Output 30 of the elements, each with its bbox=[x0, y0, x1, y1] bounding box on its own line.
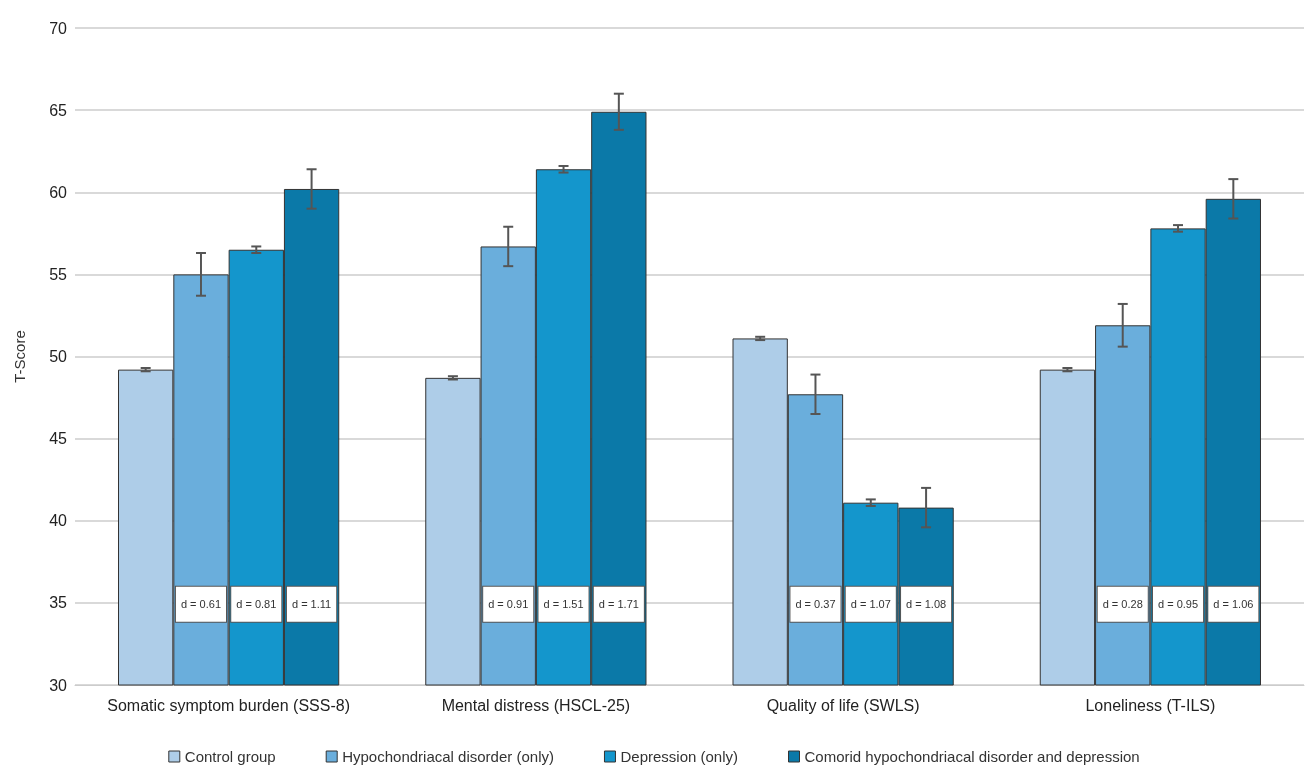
x-tick-label: Somatic symptom burden (SSS-8) bbox=[107, 696, 350, 714]
x-tick-label: Loneliness (T-ILS) bbox=[1085, 696, 1216, 714]
annotation: d = 1.06 bbox=[1213, 598, 1254, 611]
annotation: d = 0.95 bbox=[1157, 598, 1199, 611]
y-tick-label: 70 bbox=[49, 19, 68, 37]
x-tick-label: Mental distress (HSCL-25) bbox=[441, 696, 631, 714]
legend-label: Hypochondriacal disorder (only) bbox=[342, 748, 554, 765]
legend-label: Comorid hypochondriacal disorder and depression bbox=[804, 748, 1140, 765]
annotation: d = 0.81 bbox=[236, 598, 277, 611]
y-tick-label: 45 bbox=[49, 430, 68, 448]
legend-label: Control group bbox=[184, 748, 276, 765]
annotation: d = 1.07 bbox=[850, 598, 891, 611]
annotation: d = 1.51 bbox=[543, 598, 584, 611]
legend-label: Depression (only) bbox=[620, 748, 739, 765]
y-tick-label: 60 bbox=[49, 183, 68, 201]
y-tick-label: 50 bbox=[49, 348, 68, 365]
annotation: d = 0.91 bbox=[488, 598, 529, 611]
y-tick-label: 30 bbox=[49, 676, 68, 694]
annotation: d = 0.61 bbox=[180, 598, 222, 611]
y-tick-label: 65 bbox=[49, 101, 68, 119]
annotation: d = 1.08 bbox=[906, 598, 947, 611]
y-axis-title: T-Score bbox=[11, 330, 28, 383]
y-tick-label: 40 bbox=[49, 512, 68, 530]
annotation: d = 0.37 bbox=[795, 598, 836, 611]
annotation: d = 0.28 bbox=[1102, 598, 1143, 611]
annotation: d = 1.71 bbox=[598, 598, 639, 611]
x-tick-label: Quality of life (SWLS) bbox=[766, 696, 920, 714]
annotation: d = 1.11 bbox=[291, 598, 332, 611]
y-tick-label: 55 bbox=[49, 265, 68, 283]
y-tick-label: 35 bbox=[49, 594, 68, 612]
